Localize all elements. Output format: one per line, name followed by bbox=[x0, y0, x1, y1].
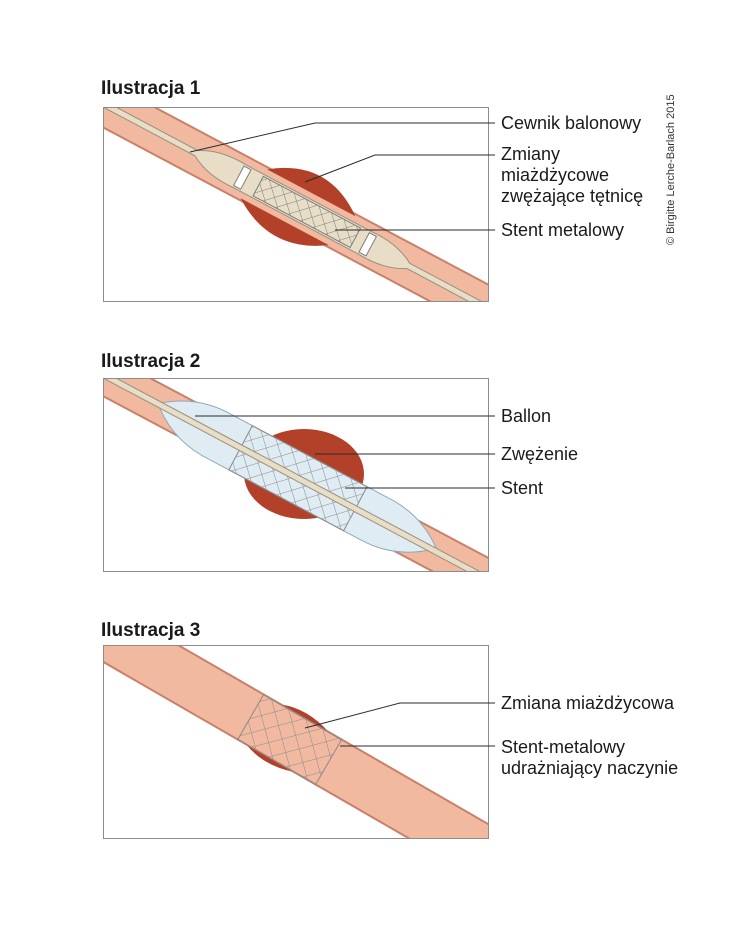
deployed-stent bbox=[237, 693, 343, 786]
label-balloon-catheter: Cewnik balonowy bbox=[501, 113, 642, 133]
metal-stent bbox=[252, 175, 362, 249]
label-atherosclerotic-lesion: Zmiana miażdżycowa bbox=[501, 693, 675, 713]
label-ballon: Ballon bbox=[501, 406, 552, 426]
label-metal-stent: Stent metalowy bbox=[501, 220, 625, 240]
panel-3-illustration bbox=[103, 645, 489, 839]
panel-2-svg bbox=[104, 379, 488, 571]
stent-marker-right bbox=[358, 232, 378, 257]
catheter-shaft bbox=[104, 379, 488, 571]
panel-3-svg bbox=[104, 646, 488, 838]
panel-2-illustration bbox=[103, 378, 489, 572]
label-atherosclerotic-changes: Zmiany miażdżycowe zwężające tętnicę bbox=[501, 144, 644, 206]
panel-2-title: Ilustracja 2 bbox=[101, 351, 201, 372]
label-stent: Stent bbox=[501, 478, 544, 498]
label-stent-opening-vessel: Stent-metalowy udrażniający naczynie bbox=[501, 737, 679, 778]
panel-1-svg bbox=[104, 108, 488, 301]
plaque-lower bbox=[240, 198, 329, 246]
label-stenosis: Zwężenie bbox=[501, 444, 579, 464]
panel-3-title: Ilustracja 3 bbox=[101, 620, 201, 641]
plaque-upper bbox=[267, 167, 356, 217]
panel-1-title: Ilustracja 1 bbox=[101, 78, 201, 99]
copyright-credit: © Birgitte Lerche-Barlach 2015 bbox=[665, 94, 677, 245]
stent-marker-left bbox=[232, 165, 252, 190]
panel-1-illustration bbox=[103, 107, 489, 302]
